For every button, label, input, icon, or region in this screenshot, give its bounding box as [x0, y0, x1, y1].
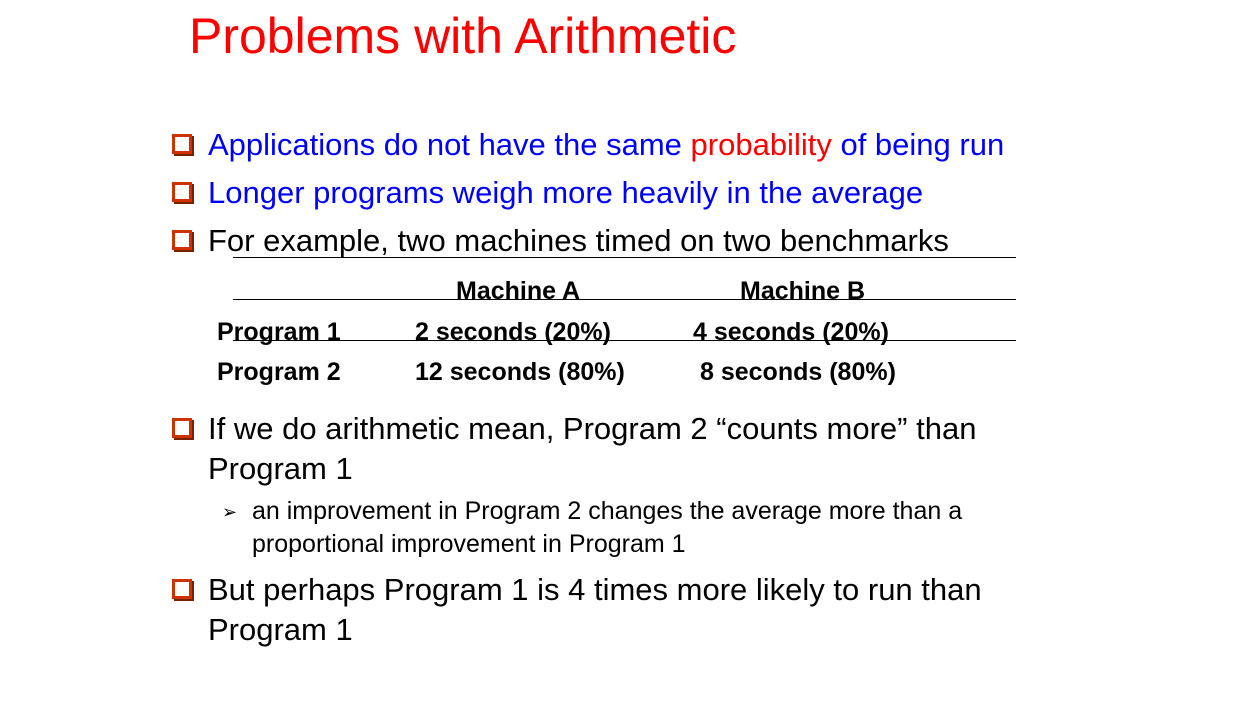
table-rule-row	[233, 340, 1016, 341]
column-header-machine-a: Machine A	[456, 277, 581, 305]
arrowhead-bullet-icon: ➢	[222, 502, 238, 522]
slide-title: Problems with Arithmetic	[189, 8, 737, 64]
bullet-text-start: Applications do not have the same	[208, 127, 691, 162]
bullet-text: For example, two machines timed on two b…	[208, 223, 949, 258]
bullet-text-line2: Program 1	[208, 451, 353, 486]
table-cell: 12 seconds (80%)	[415, 358, 625, 386]
table-row-label: Program 2	[217, 358, 341, 386]
bullet-text-line2: Program 1	[208, 612, 353, 647]
table-row-label: Program 1	[217, 318, 341, 346]
checkbox-bullet-icon	[172, 579, 192, 599]
bullet-text-end: of being run	[831, 127, 1005, 162]
bullet-text-line1: If we do arithmetic mean, Program 2 “cou…	[208, 411, 977, 446]
table-cell: 2 seconds (20%)	[415, 318, 611, 346]
sub-bullet-text-line2: proportional improvement in Program 1	[252, 530, 686, 558]
checkbox-bullet-icon	[172, 418, 192, 438]
bullet-text: Applications do not have the same probab…	[208, 125, 1004, 165]
bullet-text-line1: But perhaps Program 1 is 4 times more li…	[208, 572, 982, 607]
table-rule-top	[233, 257, 1016, 258]
table-cell: 8 seconds (80%)	[700, 358, 896, 386]
table-rule-header	[233, 299, 1016, 300]
checkbox-bullet-icon	[172, 182, 192, 202]
highlight-word-probability: probability	[690, 127, 832, 162]
bullet-text: Longer programs weigh more heavily in th…	[208, 175, 924, 210]
table-cell: 4 seconds (20%)	[693, 318, 889, 346]
sub-bullet-text-line1: an improvement in Program 2 changes the …	[252, 497, 963, 525]
checkbox-bullet-icon	[172, 230, 192, 250]
column-header-machine-b: Machine B	[740, 277, 866, 305]
checkbox-bullet-icon	[172, 134, 192, 154]
